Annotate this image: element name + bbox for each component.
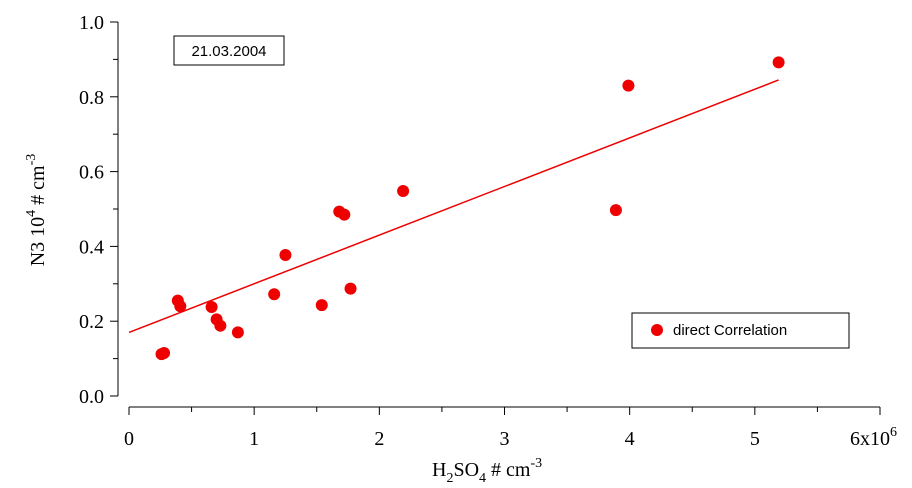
data-point — [158, 346, 171, 359]
x-axis-label: H2SO4 # cm-3 — [432, 456, 542, 486]
y-tick-label: 0.8 — [79, 87, 104, 109]
data-point — [622, 79, 635, 92]
data-point — [772, 56, 785, 69]
fit-line — [128, 79, 779, 334]
y-tick-label: 1.0 — [79, 12, 104, 34]
y-tick-label: 0.6 — [79, 162, 104, 184]
data-point — [174, 300, 187, 313]
date-label: 21.03.2004 — [191, 43, 266, 60]
y-tick-label: 0.0 — [79, 386, 104, 408]
y-ticks: 0.0 0.2 0.4 0.6 0.8 1.0 — [79, 12, 118, 408]
x-tick-label: 4 — [625, 428, 635, 450]
date-label-box — [173, 35, 285, 66]
x-tick-label: 6x106 — [850, 425, 897, 450]
data-points — [155, 56, 785, 361]
x-tick-label: 1 — [249, 428, 259, 450]
data-point — [231, 326, 244, 339]
data-point — [344, 282, 357, 295]
data-point — [397, 185, 410, 198]
data-point — [338, 208, 351, 221]
data-point — [279, 249, 292, 262]
y-tick-label: 0.2 — [79, 311, 104, 333]
legend-label: direct Correlation — [673, 322, 787, 339]
x-tick-label: 5 — [750, 428, 760, 450]
data-point — [609, 204, 622, 217]
x-tick-label: 3 — [500, 428, 510, 450]
x-tick-label: 0 — [124, 428, 134, 450]
legend: direct Correlation — [631, 312, 850, 349]
y-tick-label: 0.4 — [79, 236, 104, 258]
legend-box — [631, 312, 850, 349]
legend-marker — [651, 324, 663, 336]
data-point — [205, 300, 218, 313]
x-ticks: 0 1 2 3 4 5 6x106 — [124, 407, 897, 450]
data-point — [268, 288, 281, 301]
data-point — [315, 299, 328, 312]
y-axis-label: N3 104 # cm-3 — [24, 154, 49, 267]
data-point — [214, 319, 227, 332]
x-tick-label: 2 — [374, 428, 384, 450]
